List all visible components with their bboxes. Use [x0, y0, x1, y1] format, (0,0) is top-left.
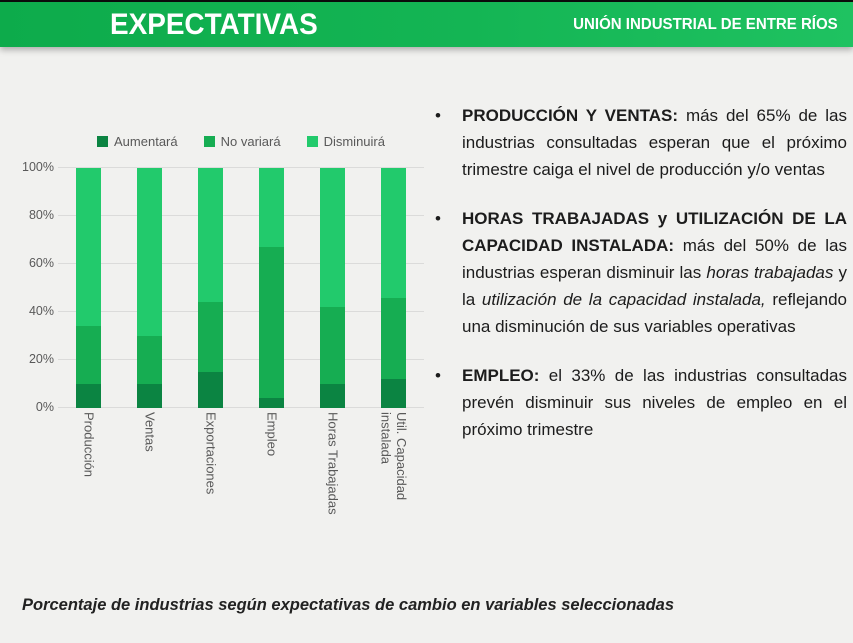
gridline: [58, 215, 424, 216]
gridline: [58, 263, 424, 264]
bar-5: [381, 168, 406, 408]
bar-segment-aumentara: [320, 384, 345, 408]
y-tick-label: 0%: [35, 400, 54, 414]
bar-slot: [180, 168, 241, 408]
y-tick-label: 20%: [28, 352, 54, 366]
chart-legend: Aumentará No variará Disminuirá: [58, 131, 424, 151]
x-label: Horas Trabajadas: [325, 412, 341, 515]
text-segment: horas trabajadas: [706, 263, 834, 282]
plot-area: [58, 167, 424, 408]
no_variara-swatch: [203, 135, 215, 147]
bar-segment-disminuira: [381, 168, 406, 298]
bar-0: [76, 168, 101, 408]
organization-name: UNIÓN INDUSTRIAL DE ENTRE RÍOS: [573, 15, 838, 33]
text-segment: más del 50% de las industrias esperan di…: [462, 236, 848, 282]
bar-segment-no_variara: [76, 326, 101, 384]
expectations-chart: Aumentará No variará Disminuirá 0% 20% 40% 60…: [0, 47, 432, 547]
chart-caption: Porcentaje de industrias según expectati…: [22, 596, 675, 614]
y-tick-label: 60%: [28, 256, 54, 270]
x-label: Producción: [81, 412, 97, 478]
text-segment: el 33% de las industrias consultadas pre…: [462, 366, 847, 439]
text-segment: PRODUCCIÓN Y VENTAS:: [462, 106, 679, 125]
bar-segment-aumentara: [381, 379, 406, 408]
bar-segment-aumentara: [198, 372, 223, 408]
bullet-item: • PRODUCCIÓN Y VENTAS: más del 65% de las…: [435, 102, 847, 183]
bullet-marker: •: [435, 366, 441, 385]
text-segment: más del 65% de las industrias consultada…: [462, 106, 847, 179]
x-axis-labels: Producción Ventas Exportaciones Empleo Horas…: [58, 412, 424, 544]
x-label-slot: Producción: [58, 412, 119, 544]
gridline: [58, 311, 424, 312]
legend-item: Aumentará: [97, 134, 178, 149]
gridline: [58, 167, 424, 168]
bar-slot: [302, 168, 363, 408]
bullet-item: • HORAS TRABAJADAS y UTILIZACIÓN DE LA CA…: [435, 205, 847, 340]
bar-segment-no_variara: [381, 297, 406, 380]
bar-segment-disminuira: [137, 168, 162, 336]
bar-segment-aumentara: [137, 384, 162, 408]
bar-segment-disminuira: [198, 168, 223, 303]
y-tick-label: 80%: [28, 208, 54, 222]
bar-segment-no_variara: [259, 247, 284, 399]
x-label-slot: Util. Capacidad instalada: [363, 412, 424, 544]
bullet-marker: •: [435, 106, 441, 125]
text-segment: EMPLEO:: [462, 366, 540, 385]
bar-slot: [363, 168, 424, 408]
y-tick-label: 40%: [28, 304, 54, 318]
bar-slot: [119, 168, 180, 408]
text-segment: utilización de la capacidad instalada,: [481, 290, 766, 309]
text-segment: HORAS TRABAJADAS y UTILIZACIÓN DE LA CAP…: [462, 209, 847, 255]
bar-segment-no_variara: [320, 307, 345, 384]
bar-segment-disminuira: [259, 168, 284, 248]
x-label: Empleo: [264, 412, 280, 457]
header-bar: EXPECTATIVAS UNIÓN INDUSTRIAL DE ENTRE R…: [0, 0, 853, 47]
bar-4: [320, 168, 345, 408]
legend-item: Disminuirá: [306, 133, 385, 149]
bar-1: [137, 168, 162, 408]
text-segment: reflejando una disminución de sus variab…: [462, 290, 847, 336]
bullet-text: EMPLEO: el 33% de las industrias consult…: [462, 362, 847, 443]
bar-slot: [241, 168, 302, 408]
x-label-slot: Exportaciones: [180, 412, 241, 544]
bullet-item: • EMPLEO: el 33% de las industrias consul…: [435, 362, 847, 443]
x-label-slot: Empleo: [241, 412, 302, 544]
gridline: [58, 407, 424, 408]
x-label-slot: Horas Trabajadas: [302, 412, 363, 544]
legend-item: No variará: [203, 133, 281, 149]
bar-segment-aumentara: [76, 384, 101, 408]
disminuira-swatch: [306, 135, 318, 147]
bar-3: [259, 168, 284, 408]
bars-group: [58, 168, 424, 408]
bar-2: [198, 168, 223, 408]
commentary-list: • PRODUCCIÓN Y VENTAS: más del 65% de las…: [435, 102, 847, 465]
legend-label: No variará: [220, 133, 281, 149]
bar-segment-aumentara: [259, 398, 284, 408]
x-label: Ventas: [142, 412, 158, 452]
legend-label: Disminuirá: [323, 133, 385, 149]
gridline: [58, 359, 424, 360]
bar-segment-no_variara: [137, 336, 162, 384]
page-title: EXPECTATIVAS: [110, 7, 318, 41]
bar-slot: [58, 168, 119, 408]
x-label: Exportaciones: [203, 412, 219, 495]
bullet-text: PRODUCCIÓN Y VENTAS: más del 65% de las …: [462, 102, 847, 183]
x-label: Util. Capacidad instalada: [378, 412, 410, 501]
legend-label: Aumentará: [114, 133, 178, 149]
bar-segment-disminuira: [76, 168, 101, 327]
bar-segment-no_variara: [198, 302, 223, 372]
x-label-slot: Ventas: [119, 412, 180, 544]
aumentara-swatch: [97, 135, 109, 147]
text-segment: y la: [462, 263, 847, 309]
bullet-text: HORAS TRABAJADAS y UTILIZACIÓN DE LA CAP…: [462, 205, 847, 340]
y-tick-label: 100%: [22, 160, 54, 174]
bullet-marker: •: [435, 209, 441, 228]
bar-segment-disminuira: [320, 168, 345, 308]
